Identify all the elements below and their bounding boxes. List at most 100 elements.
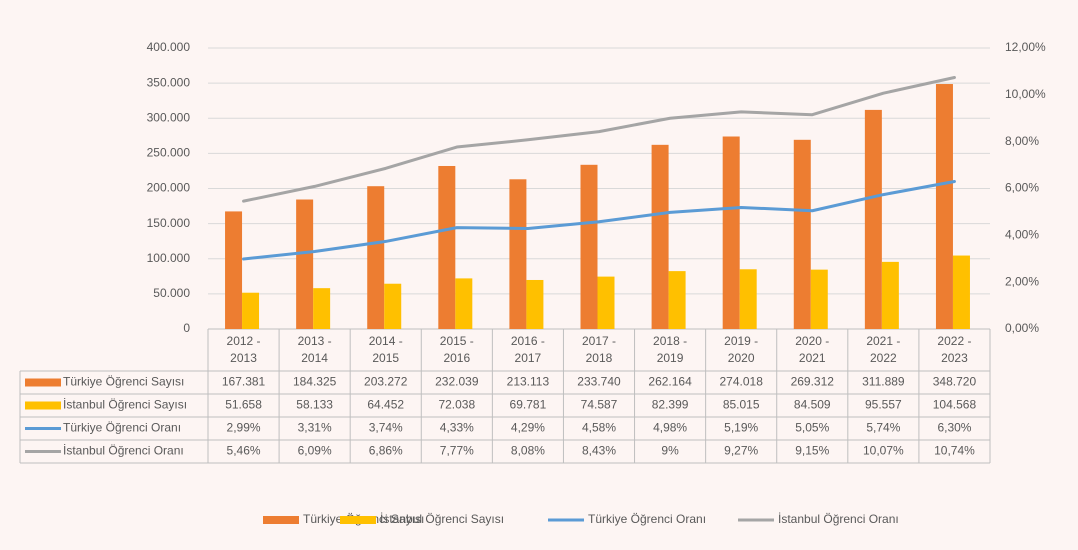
- table-value: 84.509: [794, 398, 831, 412]
- table-value: 64.452: [367, 398, 404, 412]
- bar: [739, 269, 757, 329]
- y2-tick-label: 4,00%: [1005, 228, 1039, 242]
- x-tick-label: 2021 - 2022: [866, 334, 901, 365]
- table-value: 4,58%: [582, 421, 616, 435]
- bar: [864, 109, 882, 329]
- bar: [509, 179, 527, 329]
- x-tick-label: 2015 - 2016: [439, 334, 474, 365]
- table-value: 274.018: [719, 375, 763, 389]
- table-value: 7,77%: [440, 444, 474, 458]
- table-value: 69.781: [510, 398, 547, 412]
- bar: [881, 261, 899, 329]
- table-value: 8,43%: [582, 444, 616, 458]
- x-tick-cell: 2020 - 2021: [795, 334, 830, 365]
- table-row-label: İstanbul Öğrenci Oranı: [63, 444, 184, 458]
- bar: [455, 278, 473, 329]
- x-tick-label: 2017 - 2018: [581, 334, 616, 365]
- table-value: 95.557: [865, 398, 902, 412]
- y2-tick-label: 6,00%: [1005, 181, 1039, 195]
- bar: [438, 165, 456, 329]
- bar: [296, 199, 314, 329]
- y2-tick-label: 0,00%: [1005, 321, 1039, 335]
- x-tick-cell: 2015 - 2016: [439, 334, 474, 365]
- y2-tick-label: 2,00%: [1005, 274, 1039, 288]
- y-tick-label: 400.000: [147, 40, 191, 54]
- x-tick-cell: 2022 - 2023: [937, 334, 972, 365]
- table-value: 213.113: [507, 375, 550, 389]
- table-value: 82.399: [652, 398, 689, 412]
- table-row-label: Türkiye Öğrenci Sayısı: [63, 375, 184, 389]
- table-value: 6,09%: [298, 444, 332, 458]
- bar: [384, 283, 402, 329]
- line: [242, 179, 956, 261]
- table-value: 104.568: [933, 398, 977, 412]
- table-value: 5,74%: [866, 421, 900, 435]
- table-row-label: Türkiye Öğrenci Oranı: [63, 421, 181, 435]
- table-value: 5,19%: [724, 421, 758, 435]
- line: [242, 76, 956, 203]
- table-value: 4,33%: [440, 421, 474, 435]
- x-tick-label: 2019 - 2020: [724, 334, 759, 365]
- legend-key: [340, 516, 376, 524]
- y-tick-label: 250.000: [147, 146, 191, 160]
- y-tick-label: 100.000: [147, 251, 191, 265]
- bar: [722, 136, 740, 329]
- x-tick-cell: 2014 - 2015: [368, 334, 403, 365]
- bar: [651, 144, 669, 329]
- y-tick-label: 350.000: [147, 75, 191, 89]
- bar: [225, 211, 243, 329]
- table-value: 2,99%: [227, 421, 261, 435]
- table-value: 10,74%: [934, 444, 975, 458]
- legend-label: Türkiye Öğrenci Oranı: [588, 512, 706, 526]
- table-value: 262.164: [648, 375, 692, 389]
- bar: [597, 276, 615, 329]
- table-value: 3,74%: [369, 421, 403, 435]
- x-tick-label: 2014 - 2015: [368, 334, 403, 365]
- x-tick-cell: 2018 - 2019: [653, 334, 687, 365]
- x-tick-cell: 2019 - 2020: [724, 334, 759, 365]
- bar: [242, 292, 260, 329]
- table-row-label: İstanbul Öğrenci Sayısı: [63, 398, 187, 412]
- legend-label: İstanbul Öğrenci Oranı: [778, 512, 899, 526]
- bar: [668, 271, 686, 329]
- table-value: 4,98%: [653, 421, 687, 435]
- x-tick-label: 2016 - 2017: [510, 334, 545, 365]
- table-value: 4,29%: [511, 421, 545, 435]
- table-legend-key: [25, 401, 61, 410]
- x-tick-cell: 2016 - 2017: [510, 334, 545, 365]
- table-value: 167.381: [222, 375, 266, 389]
- y-tick-label: 200.000: [147, 181, 191, 195]
- x-tick-cell: 2013 - 2014: [297, 334, 332, 365]
- table-legend-key: [25, 378, 61, 387]
- x-tick-label: 2020 - 2021: [795, 334, 830, 365]
- bar: [580, 164, 598, 329]
- y2-tick-label: 10,00%: [1005, 87, 1046, 101]
- table-value: 184.325: [293, 375, 337, 389]
- x-tick-label: 2013 - 2014: [297, 334, 332, 365]
- x-tick-cell: 2021 - 2022: [866, 334, 901, 365]
- table-value: 8,08%: [511, 444, 545, 458]
- bar: [313, 288, 331, 329]
- legend-label: İstanbul Öğrenci Sayısı: [380, 512, 504, 526]
- table-value: 348.720: [933, 375, 977, 389]
- table-value: 233.740: [577, 375, 621, 389]
- y2-tick-label: 8,00%: [1005, 134, 1039, 148]
- bar: [952, 255, 970, 329]
- table-value: 6,86%: [369, 444, 403, 458]
- table-value: 85.015: [723, 398, 760, 412]
- y-tick-label: 150.000: [147, 216, 191, 230]
- x-tick-label: 2022 - 2023: [937, 334, 972, 365]
- table-value: 58.133: [296, 398, 333, 412]
- x-tick-label: 2012 - 2013: [226, 334, 261, 365]
- bar: [526, 279, 544, 329]
- y2-tick-label: 12,00%: [1005, 40, 1046, 54]
- bar: [810, 269, 828, 329]
- y-tick-label: 300.000: [147, 110, 191, 124]
- table-value: 9,27%: [724, 444, 758, 458]
- table-value: 232.039: [435, 375, 479, 389]
- table-value: 203.272: [364, 375, 408, 389]
- table-value: 3,31%: [298, 421, 332, 435]
- table-value: 51.658: [225, 398, 262, 412]
- table-value: 269.312: [791, 375, 835, 389]
